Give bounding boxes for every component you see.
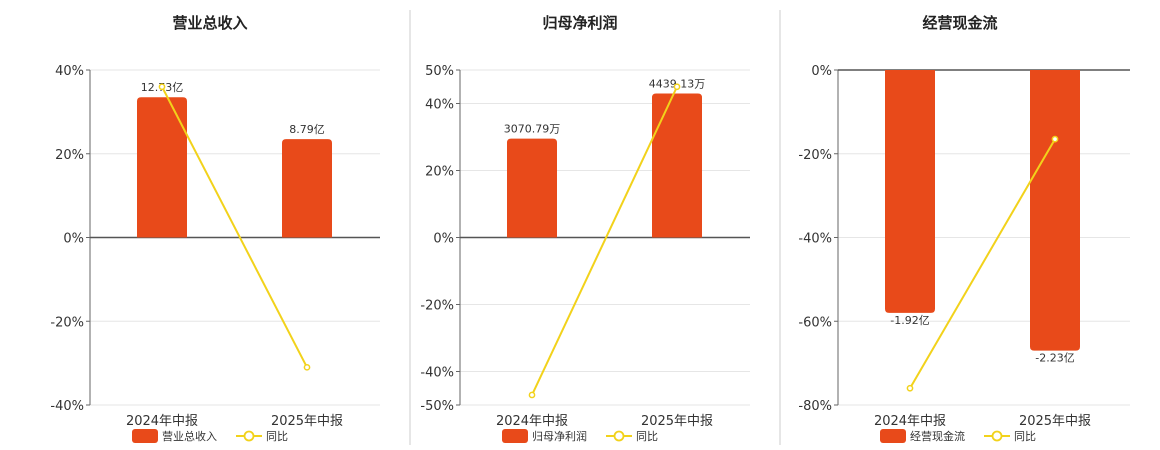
bar-value-label: 3070.79万 bbox=[504, 123, 561, 136]
legend-bar-swatch bbox=[880, 429, 906, 443]
legend-line-label: 同比 bbox=[1014, 430, 1036, 443]
legend-bar-label: 经营现金流 bbox=[910, 429, 965, 443]
bar[interactable] bbox=[282, 139, 332, 238]
y-tick-label: -40% bbox=[798, 232, 832, 247]
x-tick-label: 2024年中报 bbox=[126, 414, 198, 429]
yoy-point[interactable] bbox=[158, 83, 166, 91]
legend-line-label: 同比 bbox=[266, 430, 288, 443]
legend-bar-label: 归母净利润 bbox=[532, 429, 587, 443]
legend-bar-label: 营业总收入 bbox=[162, 429, 217, 443]
legend-bar-swatch bbox=[502, 429, 528, 443]
legend-line-label: 同比 bbox=[636, 430, 658, 443]
x-tick-label: 2024年中报 bbox=[496, 414, 568, 429]
y-tick-label: 50% bbox=[425, 64, 454, 79]
y-tick-label: 0% bbox=[433, 232, 454, 247]
bar[interactable] bbox=[1030, 70, 1080, 351]
yoy-line bbox=[161, 86, 308, 368]
yoy-point[interactable] bbox=[673, 83, 681, 91]
y-tick-label: -80% bbox=[798, 399, 832, 414]
x-tick-label: 2025年中报 bbox=[271, 414, 343, 429]
y-tick-label: -40% bbox=[50, 399, 84, 414]
bar[interactable] bbox=[507, 138, 557, 238]
y-tick-label: -20% bbox=[798, 148, 832, 163]
chart-title: 归母净利润 bbox=[542, 14, 617, 32]
y-tick-label: -50% bbox=[420, 399, 454, 414]
legend-bar-swatch bbox=[132, 429, 158, 443]
bar[interactable] bbox=[652, 93, 702, 238]
bar-value-label: -2.23亿 bbox=[1035, 352, 1074, 365]
yoy-point[interactable] bbox=[528, 391, 536, 399]
y-tick-label: -20% bbox=[50, 315, 84, 330]
y-tick-label: 40% bbox=[55, 64, 84, 79]
yoy-point[interactable] bbox=[906, 384, 914, 392]
y-tick-label: 40% bbox=[425, 98, 454, 113]
yoy-line bbox=[909, 138, 1056, 389]
x-tick-label: 2025年中报 bbox=[1019, 414, 1091, 429]
y-tick-label: 0% bbox=[811, 64, 832, 79]
x-tick-label: 2025年中报 bbox=[641, 414, 713, 429]
y-tick-label: -60% bbox=[798, 315, 832, 330]
legend-line-marker bbox=[243, 430, 255, 442]
chart-title: 营业总收入 bbox=[172, 14, 247, 32]
y-tick-label: 20% bbox=[425, 165, 454, 180]
legend-line-marker bbox=[991, 430, 1003, 442]
y-tick-label: 20% bbox=[55, 148, 84, 163]
yoy-point[interactable] bbox=[1051, 135, 1059, 143]
bar-value-label: 8.79亿 bbox=[289, 123, 325, 136]
bar[interactable] bbox=[137, 97, 187, 238]
y-tick-label: -40% bbox=[420, 366, 454, 381]
yoy-point[interactable] bbox=[303, 363, 311, 371]
legend-line-marker bbox=[613, 430, 625, 442]
yoy-line bbox=[531, 86, 678, 396]
bar-value-label: -1.92亿 bbox=[890, 314, 929, 327]
y-tick-label: 0% bbox=[63, 232, 84, 247]
x-tick-label: 2024年中报 bbox=[874, 414, 946, 429]
bar[interactable] bbox=[885, 70, 935, 313]
chart-title: 经营现金流 bbox=[922, 14, 997, 32]
y-tick-label: -20% bbox=[420, 299, 454, 314]
